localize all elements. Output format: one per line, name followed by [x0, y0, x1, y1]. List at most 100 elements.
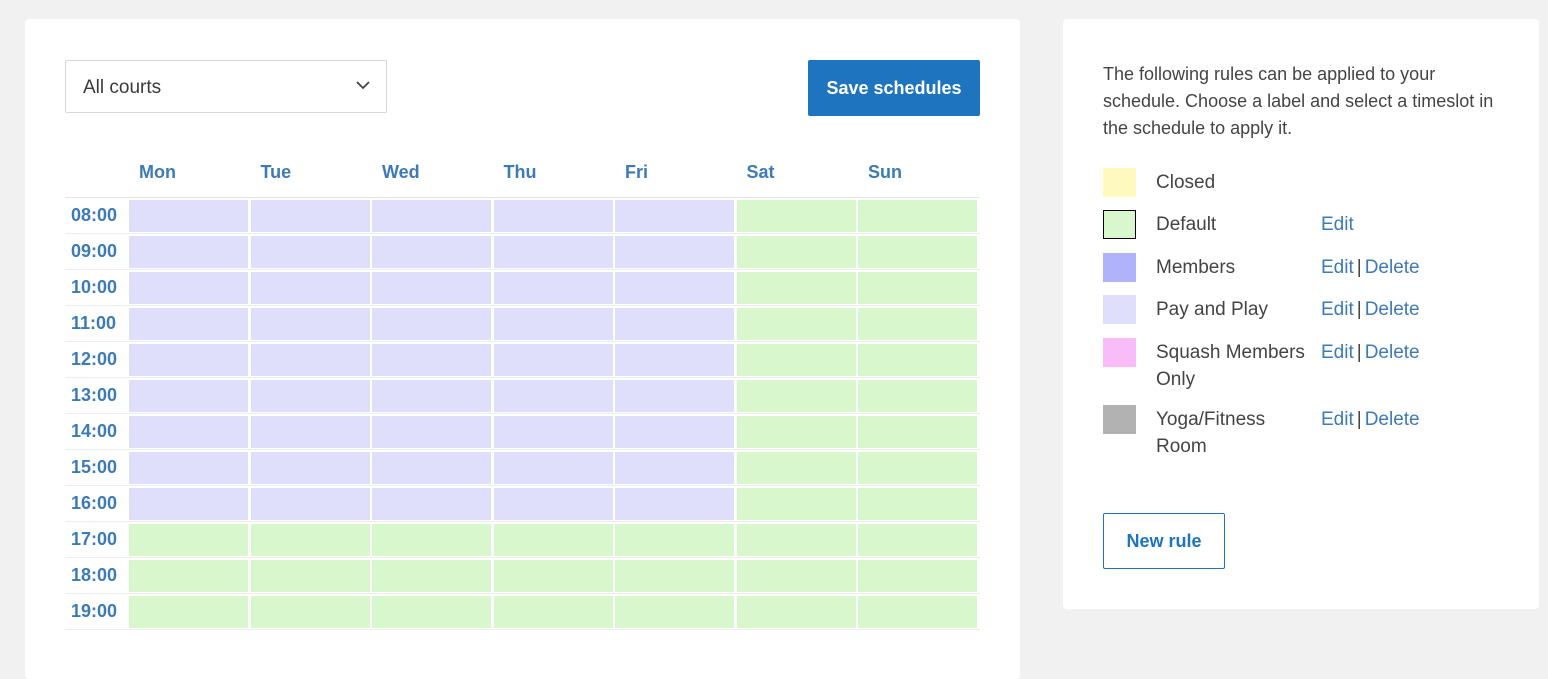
timeslot-cell[interactable] — [372, 416, 491, 448]
timeslot-cell[interactable] — [493, 380, 613, 412]
timeslot-cell[interactable] — [493, 524, 613, 556]
timeslot-cell[interactable] — [250, 236, 370, 268]
edit-rule-link[interactable]: Edit — [1321, 214, 1354, 235]
timeslot-cell[interactable] — [493, 344, 613, 376]
timeslot-cell[interactable] — [858, 344, 977, 376]
timeslot-cell[interactable] — [615, 488, 734, 520]
timeslot-cell[interactable] — [736, 236, 856, 268]
timeslot-cell[interactable] — [129, 524, 248, 556]
timeslot-cell[interactable] — [129, 236, 248, 268]
timeslot-cell[interactable] — [493, 488, 613, 520]
rule-color-swatch[interactable] — [1103, 405, 1136, 434]
timeslot-cell[interactable] — [615, 308, 734, 340]
timeslot-cell[interactable] — [736, 596, 856, 628]
timeslot-cell[interactable] — [493, 272, 613, 304]
timeslot-cell[interactable] — [736, 416, 856, 448]
timeslot-cell[interactable] — [615, 344, 734, 376]
timeslot-cell[interactable] — [250, 308, 370, 340]
timeslot-cell[interactable] — [250, 560, 370, 592]
timeslot-cell[interactable] — [493, 452, 613, 484]
timeslot-cell[interactable] — [372, 596, 491, 628]
timeslot-cell[interactable] — [372, 308, 491, 340]
timeslot-cell[interactable] — [250, 596, 370, 628]
timeslot-cell[interactable] — [858, 308, 977, 340]
timeslot-cell[interactable] — [129, 416, 248, 448]
timeslot-cell[interactable] — [858, 200, 977, 232]
timeslot-cell[interactable] — [858, 272, 977, 304]
timeslot-cell[interactable] — [736, 380, 856, 412]
timeslot-cell[interactable] — [615, 236, 734, 268]
new-rule-button[interactable]: New rule — [1103, 513, 1225, 569]
timeslot-cell[interactable] — [129, 488, 248, 520]
timeslot-cell[interactable] — [615, 272, 734, 304]
timeslot-cell[interactable] — [615, 560, 734, 592]
timeslot-cell[interactable] — [250, 272, 370, 304]
timeslot-cell[interactable] — [615, 452, 734, 484]
timeslot-cell[interactable] — [493, 416, 613, 448]
timeslot-cell[interactable] — [250, 380, 370, 412]
timeslot-cell[interactable] — [615, 596, 734, 628]
timeslot-cell[interactable] — [129, 200, 248, 232]
timeslot-cell[interactable] — [372, 488, 491, 520]
timeslot-cell[interactable] — [493, 236, 613, 268]
timeslot-cell[interactable] — [372, 380, 491, 412]
edit-rule-link[interactable]: Edit — [1321, 299, 1354, 320]
timeslot-cell[interactable] — [858, 488, 977, 520]
timeslot-cell[interactable] — [129, 596, 248, 628]
delete-rule-link[interactable]: Delete — [1364, 342, 1420, 363]
rule-color-swatch[interactable] — [1103, 168, 1136, 197]
timeslot-cell[interactable] — [615, 416, 734, 448]
timeslot-cell[interactable] — [493, 560, 613, 592]
timeslot-cell[interactable] — [250, 488, 370, 520]
timeslot-cell[interactable] — [736, 344, 856, 376]
edit-rule-link[interactable]: Edit — [1321, 342, 1354, 363]
timeslot-cell[interactable] — [129, 272, 248, 304]
court-select[interactable]: All courts — [65, 60, 387, 113]
timeslot-cell[interactable] — [858, 236, 977, 268]
timeslot-cell[interactable] — [858, 416, 977, 448]
timeslot-cell[interactable] — [736, 272, 856, 304]
timeslot-cell[interactable] — [493, 200, 613, 232]
delete-rule-link[interactable]: Delete — [1364, 257, 1420, 278]
timeslot-cell[interactable] — [493, 308, 613, 340]
rule-color-swatch[interactable] — [1103, 210, 1136, 239]
delete-rule-link[interactable]: Delete — [1364, 299, 1420, 320]
timeslot-cell[interactable] — [250, 344, 370, 376]
timeslot-cell[interactable] — [250, 452, 370, 484]
timeslot-cell[interactable] — [129, 380, 248, 412]
rule-color-swatch[interactable] — [1103, 295, 1136, 324]
timeslot-cell[interactable] — [615, 380, 734, 412]
timeslot-cell[interactable] — [858, 524, 977, 556]
timeslot-cell[interactable] — [736, 308, 856, 340]
timeslot-cell[interactable] — [858, 380, 977, 412]
timeslot-cell[interactable] — [372, 524, 491, 556]
timeslot-cell[interactable] — [129, 308, 248, 340]
timeslot-cell[interactable] — [129, 344, 248, 376]
timeslot-cell[interactable] — [858, 596, 977, 628]
timeslot-cell[interactable] — [250, 524, 370, 556]
timeslot-cell[interactable] — [372, 560, 491, 592]
edit-rule-link[interactable]: Edit — [1321, 409, 1354, 430]
timeslot-cell[interactable] — [250, 416, 370, 448]
save-schedules-button[interactable]: Save schedules — [808, 60, 980, 116]
timeslot-cell[interactable] — [858, 560, 977, 592]
rule-color-swatch[interactable] — [1103, 253, 1136, 282]
timeslot-cell[interactable] — [736, 560, 856, 592]
timeslot-cell[interactable] — [372, 452, 491, 484]
timeslot-cell[interactable] — [615, 524, 734, 556]
delete-rule-link[interactable]: Delete — [1364, 409, 1420, 430]
timeslot-cell[interactable] — [493, 596, 613, 628]
timeslot-cell[interactable] — [129, 452, 248, 484]
timeslot-cell[interactable] — [372, 272, 491, 304]
timeslot-cell[interactable] — [250, 200, 370, 232]
edit-rule-link[interactable]: Edit — [1321, 257, 1354, 278]
timeslot-cell[interactable] — [372, 236, 491, 268]
timeslot-cell[interactable] — [372, 200, 491, 232]
timeslot-cell[interactable] — [736, 488, 856, 520]
timeslot-cell[interactable] — [736, 524, 856, 556]
timeslot-cell[interactable] — [736, 200, 856, 232]
timeslot-cell[interactable] — [858, 452, 977, 484]
timeslot-cell[interactable] — [372, 344, 491, 376]
timeslot-cell[interactable] — [129, 560, 248, 592]
timeslot-cell[interactable] — [615, 200, 734, 232]
